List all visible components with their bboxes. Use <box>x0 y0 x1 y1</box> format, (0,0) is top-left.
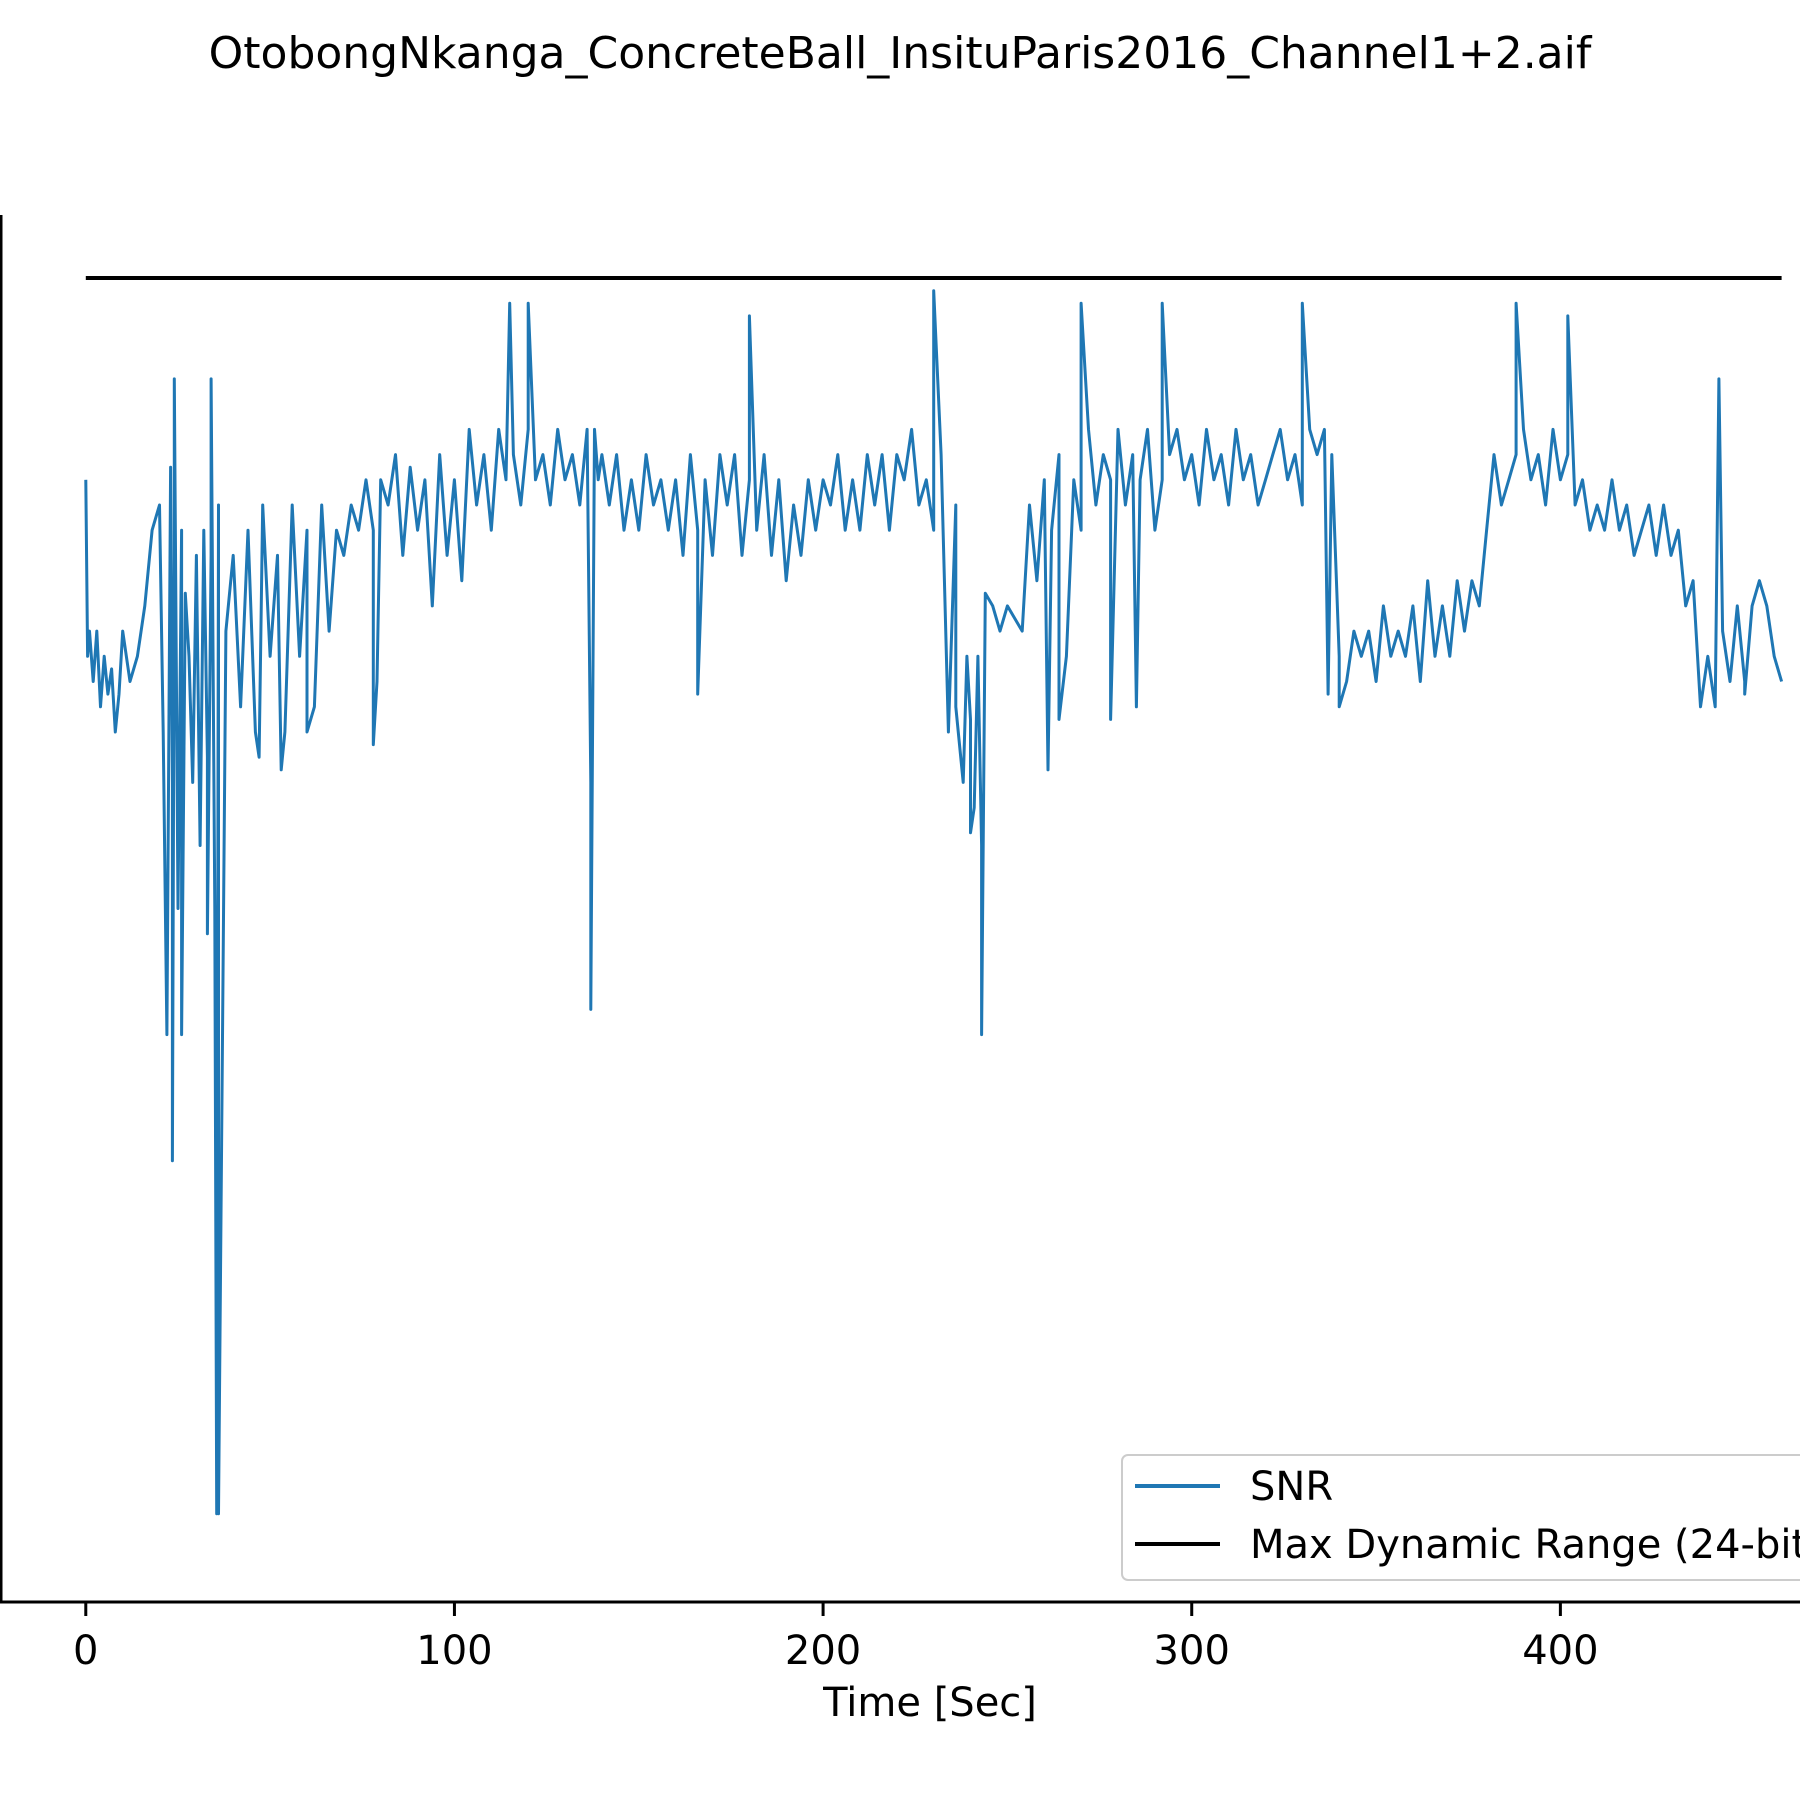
x-axis-ticks: 0 100 200 300 400 <box>73 1602 1599 1674</box>
legend-label-max-dynamic-range: Max Dynamic Range (24-bit) <box>1250 1522 1800 1568</box>
x-tick-label: 200 <box>785 1628 861 1674</box>
chart-title: OtobongNkanga_ConcreteBall_InsituParis20… <box>209 28 1593 79</box>
series-line-snr <box>84 289 1784 1516</box>
plot-area <box>84 276 1784 1516</box>
x-tick-label: 400 <box>1522 1628 1598 1674</box>
legend: SNR Max Dynamic Range (24-bit) <box>1121 1454 1800 1581</box>
x-tick-label: 100 <box>416 1628 492 1674</box>
x-tick-label: 300 <box>1154 1628 1230 1674</box>
legend-frame <box>1121 1454 1800 1581</box>
x-tick-label: 0 <box>73 1628 98 1674</box>
legend-label-snr: SNR <box>1250 1464 1333 1510</box>
x-axis-label: Time [Sec] <box>822 1680 1037 1726</box>
